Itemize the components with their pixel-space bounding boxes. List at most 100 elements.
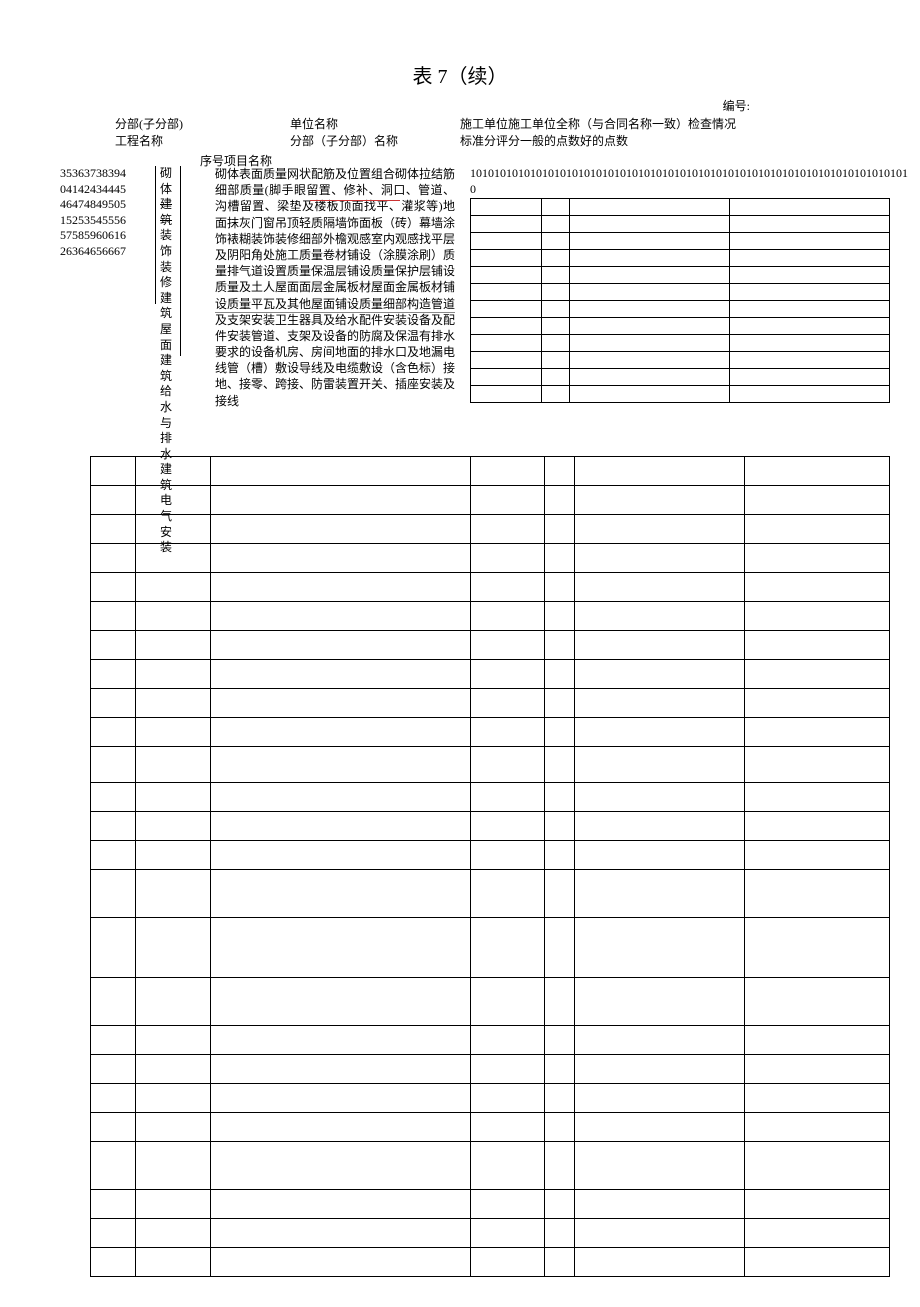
table-row (91, 978, 890, 1026)
table-cell (745, 918, 890, 978)
table-cell (135, 631, 210, 660)
main-grid-table (90, 456, 890, 1277)
table-cell (575, 1190, 745, 1219)
table-cell (545, 689, 575, 718)
table-cell (470, 1142, 545, 1190)
table-row (91, 602, 890, 631)
small-grid-cell (471, 301, 542, 318)
table-cell (135, 978, 210, 1026)
category-item: 气安 (160, 509, 174, 540)
table-cell (745, 573, 890, 602)
small-grid-cell (730, 352, 890, 369)
small-grid-cell (570, 233, 730, 250)
table-cell (745, 718, 890, 747)
table-cell (545, 573, 575, 602)
table-cell (545, 544, 575, 573)
small-grid-cell (541, 267, 569, 284)
category-item: 屋面 (160, 322, 174, 353)
category-item: 装饰 (160, 228, 174, 259)
table-cell (470, 486, 545, 515)
table-cell (745, 1026, 890, 1055)
small-grid-row (471, 267, 890, 284)
category-item: 水建 (160, 447, 174, 478)
table-row (91, 1055, 890, 1084)
table-cell (575, 689, 745, 718)
small-grid-cell (471, 386, 542, 403)
small-grid-row (471, 369, 890, 386)
table-cell (545, 812, 575, 841)
small-grid-cell (541, 352, 569, 369)
table-cell (575, 1113, 745, 1142)
small-grid-row (471, 199, 890, 216)
table-cell (91, 1219, 136, 1248)
small-grid-cell (730, 301, 890, 318)
table-cell (135, 1026, 210, 1055)
table-cell (545, 978, 575, 1026)
table-cell (545, 1055, 575, 1084)
small-grid-cell (471, 250, 542, 267)
table-cell (745, 1113, 890, 1142)
small-grid-cell (730, 335, 890, 352)
category-column: 砌体建筑装饰装修建筑屋面建筑给水与排水建筑电气安装 (160, 166, 174, 556)
content-block: 3536373839404142434445464748495051525354… (30, 166, 890, 456)
table-cell (470, 1055, 545, 1084)
table-cell (470, 631, 545, 660)
category-item: 建筑 (160, 353, 174, 384)
table-cell (470, 544, 545, 573)
table-cell (545, 870, 575, 918)
table-cell (210, 1113, 470, 1142)
red-strike-line (310, 200, 400, 201)
table-cell (91, 544, 136, 573)
table-cell (575, 544, 745, 573)
header-left-line1: 分部(子分部) (115, 116, 183, 133)
category-item: 装修 (160, 260, 174, 291)
table-cell (545, 1248, 575, 1277)
small-grid-row (471, 386, 890, 403)
table-cell (745, 1084, 890, 1113)
small-grid-cell (471, 318, 542, 335)
table-row (91, 515, 890, 544)
description-column: 砌体表面质量网状配筋及位置组合砌体拉结筋细部质量(脚手眼留置、修补、洞口、管道、… (215, 166, 455, 409)
table-row (91, 870, 890, 918)
small-grid-row (471, 250, 890, 267)
small-grid-cell (730, 318, 890, 335)
table-cell (210, 689, 470, 718)
table-cell (210, 573, 470, 602)
table-cell (210, 1055, 470, 1084)
small-grid-cell (570, 199, 730, 216)
table-cell (210, 1219, 470, 1248)
table-cell (470, 660, 545, 689)
table-cell (575, 1026, 745, 1055)
table-cell (135, 1084, 210, 1113)
small-grid-cell (541, 199, 569, 216)
table-cell (745, 1190, 890, 1219)
table-row (91, 660, 890, 689)
small-grid-cell (570, 318, 730, 335)
table-cell (91, 783, 136, 812)
table-row (91, 918, 890, 978)
page-title: 表 7（续） (30, 60, 890, 89)
small-grid-cell (730, 216, 890, 233)
table-cell (575, 783, 745, 812)
header-right-line2: 标准分评分一般的点数好的点数 (460, 133, 736, 150)
table-cell (470, 1190, 545, 1219)
table-cell (470, 747, 545, 783)
table-row (91, 1248, 890, 1277)
table-cell (575, 718, 745, 747)
table-cell (91, 573, 136, 602)
table-cell (745, 1219, 890, 1248)
small-grid-cell (541, 250, 569, 267)
table-cell (575, 1219, 745, 1248)
table-row (91, 1219, 890, 1248)
serial-numbers: 3536373839404142434445464748495051525354… (60, 166, 130, 260)
small-grid-cell (471, 352, 542, 369)
small-grid-cell (471, 369, 542, 386)
small-grid-row (471, 318, 890, 335)
small-grid-cell (570, 369, 730, 386)
table-row (91, 544, 890, 573)
table-cell (470, 918, 545, 978)
table-cell (210, 918, 470, 978)
small-grid-cell (730, 369, 890, 386)
table-cell (545, 841, 575, 870)
small-grid-cell (730, 267, 890, 284)
